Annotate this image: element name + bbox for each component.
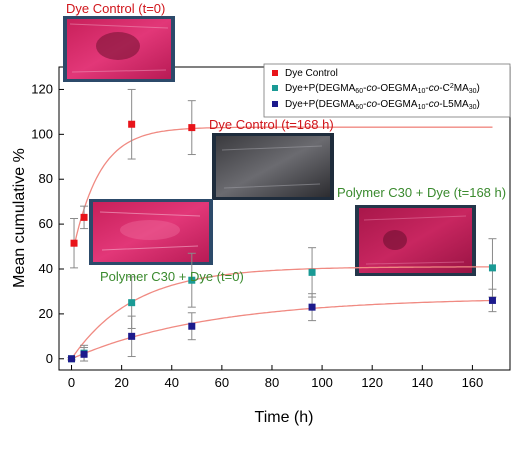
y-tick-label: 40: [39, 261, 53, 276]
y-tick-label: 100: [31, 126, 53, 141]
data-point-series-2: [188, 322, 196, 330]
photo-polymer-t0: [89, 199, 213, 265]
annotation-dye-control-t0: Dye Control (t=0): [66, 1, 165, 16]
y-axis-title: Mean cumulative %: [11, 148, 28, 288]
x-tick-label: 60: [215, 375, 229, 390]
x-tick-label: 100: [311, 375, 333, 390]
legend-label-l5: Dye+P(DEGMA60-co-OEGMA10-co-L5MA30): [285, 99, 480, 111]
data-point-series-2: [308, 303, 316, 311]
y-tick-label: 120: [31, 81, 53, 96]
x-tick-label: 0: [68, 375, 75, 390]
data-point-series-0: [128, 120, 136, 128]
data-point-series-1: [188, 276, 196, 284]
annotation-polymer-t168: Polymer C30 + Dye (t=168 h): [337, 185, 506, 200]
y-tick-label: 80: [39, 171, 53, 186]
data-point-series-0: [70, 239, 78, 247]
photo-polymer-t168: [355, 205, 476, 276]
annotation-polymer-t0: Polymer C30 + Dye (t=0): [100, 269, 244, 284]
data-point-series-1: [488, 264, 496, 272]
x-axis-ticks: 0 20 40 60 80 100 120 140 160: [68, 365, 483, 390]
photo-dye-control-t0: [63, 16, 175, 82]
x-tick-label: 80: [265, 375, 279, 390]
legend: Dye Control Dye+P(DEGMA60-co-OEGMA10-co-…: [263, 63, 511, 118]
data-point-series-0: [80, 213, 88, 221]
data-point-series-2: [128, 332, 136, 340]
x-tick-label: 140: [411, 375, 433, 390]
legend-swatch-l5: [272, 101, 278, 107]
y-axis-ticks: 0 20 40 60 80 100 120: [31, 81, 64, 366]
data-point-series-2: [68, 355, 76, 363]
legend-label-c2: Dye+P(DEGMA60-co-OEGMA10-co-C2MA30): [285, 83, 480, 95]
fit-curves: [70, 126, 493, 360]
x-axis-title: Time (h): [255, 409, 314, 426]
y-tick-label: 0: [46, 351, 53, 366]
x-tick-label: 20: [114, 375, 128, 390]
legend-swatch-dye-control: [272, 70, 278, 76]
legend-label-dye-control: Dye Control: [285, 68, 338, 79]
x-tick-label: 40: [165, 375, 179, 390]
data-point-series-2: [80, 350, 88, 358]
data-point-series-1: [128, 299, 136, 307]
x-tick-label: 160: [462, 375, 484, 390]
data-point-series-2: [488, 296, 496, 304]
fit-curve-0: [73, 126, 493, 247]
data-point-series-1: [308, 268, 316, 276]
fit-curve-1: [70, 266, 493, 360]
data-point-series-0: [188, 124, 196, 132]
photo-dye-control-t168: [212, 133, 334, 200]
legend-swatch-c2: [272, 85, 278, 91]
x-tick-label: 120: [361, 375, 383, 390]
data-markers: [68, 120, 496, 363]
fit-curve-2: [71, 299, 493, 360]
y-tick-label: 20: [39, 306, 53, 321]
y-tick-label: 60: [39, 216, 53, 231]
annotation-dye-control-t168: Dye Control (t=168 h): [209, 117, 334, 132]
